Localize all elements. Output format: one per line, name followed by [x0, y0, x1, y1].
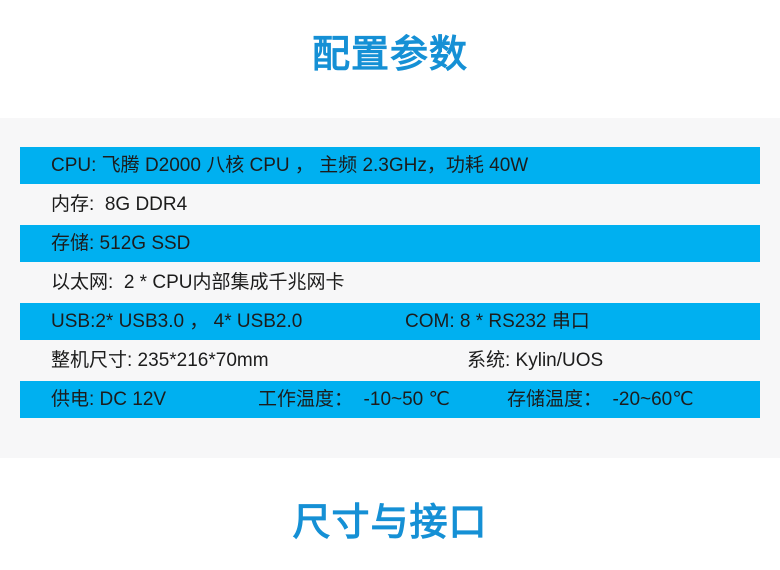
spec-cell-os: 系统: Kylin/UOS [467, 350, 604, 371]
spec-row-cpu: CPU: 飞腾 D2000 八核 CPU ， 主频 2.3GHz，功耗 40W [20, 147, 760, 184]
spec-row-size-os: 整机尺寸: 235*216*70mm 系统: Kylin/UOS [20, 342, 760, 379]
spec-cell-storage: 存储: 512G SSD [51, 233, 191, 254]
page-title-dimensions-interfaces: 尺寸与接口 [292, 502, 488, 544]
spec-row-storage: 存储: 512G SSD [20, 225, 760, 262]
spec-cell-com: COM: 8 * RS232 串口 [405, 311, 590, 332]
spec-cell-operating-temp: 工作温度： -10~50 ℃ [258, 389, 450, 410]
spec-cell-memory: 内存: 8G DDR4 [51, 194, 188, 215]
spec-cell-ethernet: 以太网: 2 * CPU内部集成千兆网卡 [51, 272, 345, 293]
spec-row-memory: 内存: 8G DDR4 [20, 186, 760, 223]
spec-table: CPU: 飞腾 D2000 八核 CPU ， 主频 2.3GHz，功耗 40W … [0, 118, 780, 458]
spec-cell-storage-temp: 存储温度： -20~60℃ [507, 389, 694, 410]
spec-cell-cpu: CPU: 飞腾 D2000 八核 CPU ， 主频 2.3GHz，功耗 40W [51, 155, 529, 176]
spec-row-power-temp: 供电: DC 12V 工作温度： -10~50 ℃ 存储温度： -20~60℃ [20, 381, 760, 418]
spec-cell-usb: USB:2* USB3.0 ， 4* USB2.0 [51, 311, 303, 332]
spec-cell-power: 供电: DC 12V [51, 389, 167, 410]
spec-row-usb-com: USB:2* USB3.0 ， 4* USB2.0 COM: 8 * RS232… [20, 303, 760, 340]
spec-cell-dimensions: 整机尺寸: 235*216*70mm [51, 350, 269, 371]
page-title-config-params: 配置参数 [311, 34, 468, 76]
spec-row-ethernet: 以太网: 2 * CPU内部集成千兆网卡 [20, 264, 760, 301]
